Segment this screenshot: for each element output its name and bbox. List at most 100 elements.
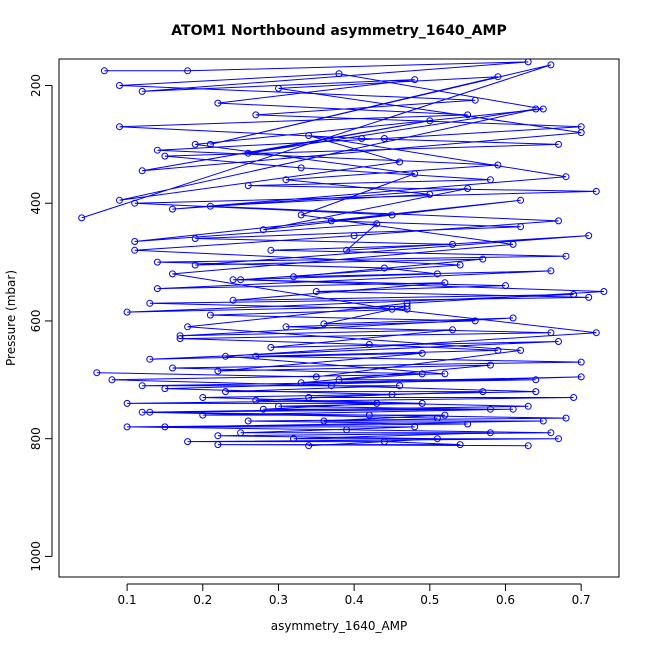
data-point — [199, 394, 207, 401]
data-point — [592, 187, 600, 195]
data-point — [517, 346, 525, 354]
chart-title: ATOM1 Northbound asymmetry_1640_AMP — [171, 23, 506, 39]
data-point — [411, 170, 419, 178]
data-point — [78, 214, 86, 222]
x-axis: 0.1 0.2 0.3 0.4 0.5 0.6 0.7 — [118, 583, 591, 607]
data-point — [184, 323, 192, 331]
y-tick-label: 600 — [29, 309, 43, 332]
data-point — [396, 382, 403, 390]
data-point — [592, 329, 600, 337]
data-point — [161, 152, 169, 160]
data-point — [577, 123, 585, 131]
data-point — [509, 314, 517, 322]
data-point — [343, 246, 351, 254]
data-point — [433, 435, 441, 443]
data-point — [176, 332, 184, 340]
data-point — [365, 411, 373, 419]
data-point — [600, 288, 608, 295]
data-point — [524, 59, 532, 66]
data-point — [153, 146, 161, 154]
data-point — [532, 388, 540, 396]
data-point — [252, 111, 260, 119]
data-point — [161, 385, 169, 393]
data-point — [555, 140, 562, 148]
data-point — [146, 408, 154, 416]
plot-frame — [58, 58, 620, 578]
data-point — [327, 382, 335, 390]
data-point — [131, 238, 139, 245]
data-point — [123, 423, 131, 431]
data-point — [259, 226, 267, 234]
data-point — [214, 441, 222, 449]
data-point — [229, 276, 237, 284]
data-point — [524, 442, 532, 450]
data-point — [116, 196, 123, 204]
y-tick-label: 400 — [29, 192, 43, 215]
y-tick-label: 1000 — [29, 541, 43, 572]
series-line — [96, 73, 604, 447]
data-point — [244, 149, 252, 157]
series-line — [81, 64, 589, 419]
data-point — [486, 405, 494, 413]
data-point — [222, 388, 229, 396]
x-tick-label: 0.3 — [269, 593, 288, 607]
data-point — [441, 279, 449, 287]
x-tick-label: 0.2 — [193, 593, 212, 607]
data-point — [297, 164, 305, 172]
data-point — [138, 87, 146, 95]
x-tick-label: 0.7 — [572, 593, 591, 607]
data-point — [570, 291, 578, 298]
data-point — [184, 438, 192, 446]
data-point — [229, 296, 237, 304]
data-point — [486, 361, 494, 369]
data-point — [547, 61, 555, 69]
data-point — [320, 320, 328, 328]
data-point — [555, 217, 562, 225]
data-point — [237, 276, 245, 284]
data-point — [108, 376, 116, 384]
data-point — [441, 411, 449, 419]
data-point — [456, 261, 464, 269]
data-point — [539, 105, 547, 113]
data-point — [138, 382, 146, 390]
data-point — [252, 352, 260, 360]
data-point — [547, 429, 555, 437]
data-point — [555, 435, 562, 443]
data-point — [479, 255, 487, 263]
data-point — [335, 70, 343, 78]
data-point — [297, 211, 305, 219]
data-point — [555, 338, 562, 345]
x-tick-label: 0.4 — [345, 593, 364, 607]
data-point — [524, 402, 532, 410]
data-point — [169, 364, 176, 372]
data-point — [146, 355, 154, 363]
y-axis-label: Pressure (mbar) — [4, 270, 18, 366]
data-point — [509, 240, 517, 248]
data-point — [138, 408, 146, 416]
data-point — [350, 232, 358, 240]
x-axis-label: asymmetry_1640_AMP — [271, 619, 408, 633]
data-point — [214, 432, 222, 440]
data-point — [403, 299, 411, 307]
data-point — [244, 417, 252, 425]
data-point — [93, 369, 101, 377]
data-point — [585, 293, 593, 301]
data-point — [380, 135, 388, 142]
data-point — [184, 67, 192, 75]
data-point — [116, 82, 123, 89]
x-tick-label: 0.1 — [118, 593, 137, 607]
data-point — [388, 305, 396, 313]
data-point — [562, 252, 570, 260]
data-point — [290, 435, 298, 443]
data-point — [464, 420, 472, 428]
data-point — [100, 67, 108, 75]
data-point — [169, 205, 176, 213]
data-point — [456, 441, 464, 449]
data-point — [131, 246, 139, 254]
data-point — [206, 311, 214, 319]
data-point — [411, 76, 419, 84]
y-tick-label: 200 — [29, 74, 43, 97]
data-point — [449, 326, 456, 334]
data-point — [222, 352, 229, 360]
data-point — [464, 185, 472, 192]
